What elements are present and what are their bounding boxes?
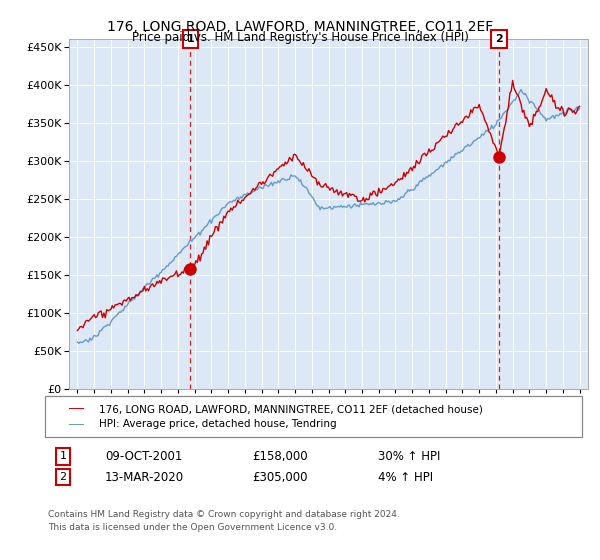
Text: 1: 1	[59, 451, 67, 461]
Text: 09-OCT-2001: 09-OCT-2001	[105, 450, 182, 463]
Text: HPI: Average price, detached house, Tendring: HPI: Average price, detached house, Tend…	[99, 419, 337, 430]
Text: 176, LONG ROAD, LAWFORD, MANNINGTREE, CO11 2EF: 176, LONG ROAD, LAWFORD, MANNINGTREE, CO…	[107, 20, 493, 34]
Text: ——: ——	[69, 418, 84, 431]
Text: £305,000: £305,000	[252, 470, 308, 484]
Text: 30% ↑ HPI: 30% ↑ HPI	[378, 450, 440, 463]
Text: Price paid vs. HM Land Registry's House Price Index (HPI): Price paid vs. HM Land Registry's House …	[131, 31, 469, 44]
Text: 176, LONG ROAD, LAWFORD, MANNINGTREE, CO11 2EF (detached house): 176, LONG ROAD, LAWFORD, MANNINGTREE, CO…	[99, 404, 483, 414]
Text: 4% ↑ HPI: 4% ↑ HPI	[378, 470, 433, 484]
Text: £158,000: £158,000	[252, 450, 308, 463]
Text: 1: 1	[187, 34, 194, 44]
Text: 2: 2	[495, 34, 503, 44]
Text: 2: 2	[59, 472, 67, 482]
Text: Contains HM Land Registry data © Crown copyright and database right 2024.
This d: Contains HM Land Registry data © Crown c…	[48, 510, 400, 532]
Text: ——: ——	[69, 403, 84, 416]
Text: 13-MAR-2020: 13-MAR-2020	[105, 470, 184, 484]
